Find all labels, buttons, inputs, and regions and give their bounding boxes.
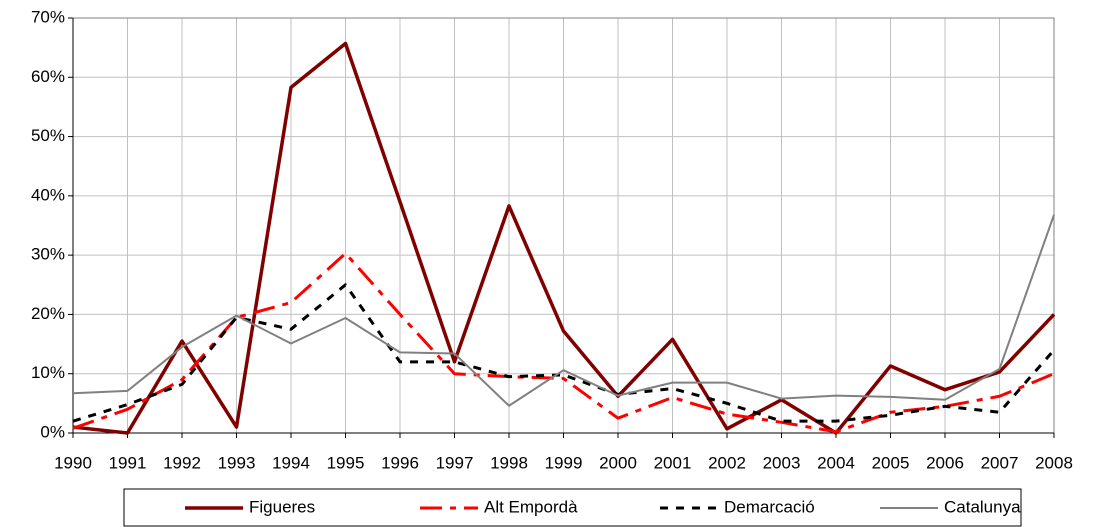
y-tick-label: 20%: [31, 304, 65, 323]
x-tick-label: 2001: [654, 453, 692, 472]
x-tick-label: 1993: [218, 453, 256, 472]
y-tick-label: 0%: [40, 422, 65, 441]
series-line: [72, 214, 1055, 407]
x-tick-label: 2007: [981, 453, 1019, 472]
legend-label: Demarcació: [724, 497, 815, 516]
y-tick-label: 30%: [31, 245, 65, 264]
legend-label: Figueres: [249, 497, 315, 516]
x-tick-label: 1995: [327, 453, 365, 472]
x-tick-label: 1997: [436, 453, 474, 472]
series-line: [72, 41, 1056, 435]
x-tick-label: 1990: [54, 453, 92, 472]
y-tick-label: 70%: [31, 7, 65, 26]
x-tick-label: 2003: [763, 453, 801, 472]
x-tick-label: 1999: [545, 453, 583, 472]
y-tick-label: 40%: [31, 185, 65, 204]
series-line: [72, 251, 1055, 434]
legend-label: Alt Empordà: [484, 497, 578, 516]
x-tick-label: 1994: [272, 453, 310, 472]
x-tick-label: 2008: [1035, 453, 1073, 472]
legend-box: [123, 488, 1022, 527]
y-tick-label: 10%: [31, 363, 65, 382]
x-tick-label: 2000: [599, 453, 637, 472]
y-tick-label: 50%: [31, 126, 65, 145]
x-tick-label: 1998: [490, 453, 528, 472]
x-tick-label: 1992: [163, 453, 201, 472]
y-tick-label: 60%: [31, 67, 65, 86]
x-tick-label: 2002: [708, 453, 746, 472]
x-tick-label: 2005: [872, 453, 910, 472]
legend-label: Catalunya: [944, 497, 1021, 516]
x-tick-label: 1996: [381, 453, 419, 472]
x-tick-label: 2004: [817, 453, 855, 472]
x-tick-label: 2006: [926, 453, 964, 472]
x-tick-label: 1991: [109, 453, 147, 472]
